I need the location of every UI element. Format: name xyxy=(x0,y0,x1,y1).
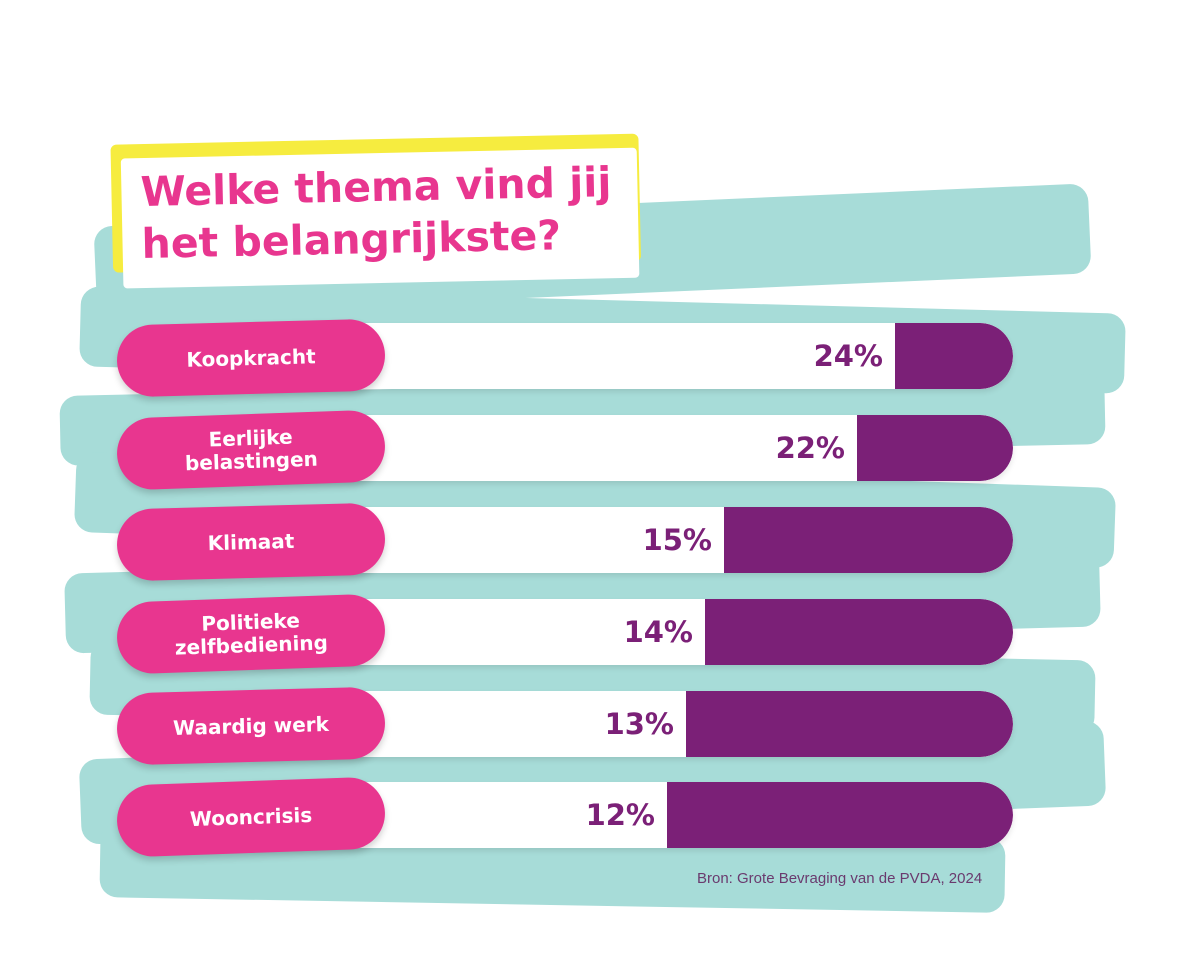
category-label-text: Politieke zelfbediening xyxy=(174,608,329,660)
category-label-text: Eerlijke belastingen xyxy=(184,424,319,476)
category-label: Waardig werk xyxy=(116,686,386,766)
category-label-text: Waardig werk xyxy=(172,711,330,740)
bar xyxy=(895,323,1013,389)
category-label: Politieke zelfbediening xyxy=(115,593,387,675)
bar xyxy=(857,415,1013,481)
chart-title: Welke thema vind jij het belangrijkste? xyxy=(140,158,612,268)
category-label: Koopkracht xyxy=(116,318,386,398)
source-note: Bron: Grote Bevraging van de PVDA, 2024 xyxy=(697,870,983,887)
bar-value-label: 14% xyxy=(623,615,693,649)
bar xyxy=(724,507,1013,573)
bar-value-label: 24% xyxy=(813,339,883,373)
category-label-text: Klimaat xyxy=(207,528,295,555)
category-label: Wooncrisis xyxy=(115,776,387,858)
bar-value-label: 15% xyxy=(642,523,712,557)
category-label-text: Wooncrisis xyxy=(189,802,313,831)
bar xyxy=(705,599,1013,665)
bar xyxy=(686,691,1013,757)
category-label-text: Koopkracht xyxy=(186,343,316,372)
bar-value-label: 13% xyxy=(604,707,674,741)
category-label: Klimaat xyxy=(116,502,386,582)
bar xyxy=(667,782,1013,848)
bar-value-label: 12% xyxy=(585,798,655,832)
bar-track: 22% xyxy=(250,415,1013,481)
bar-value-label: 22% xyxy=(775,431,845,465)
category-label: Eerlijke belastingen xyxy=(115,409,387,491)
